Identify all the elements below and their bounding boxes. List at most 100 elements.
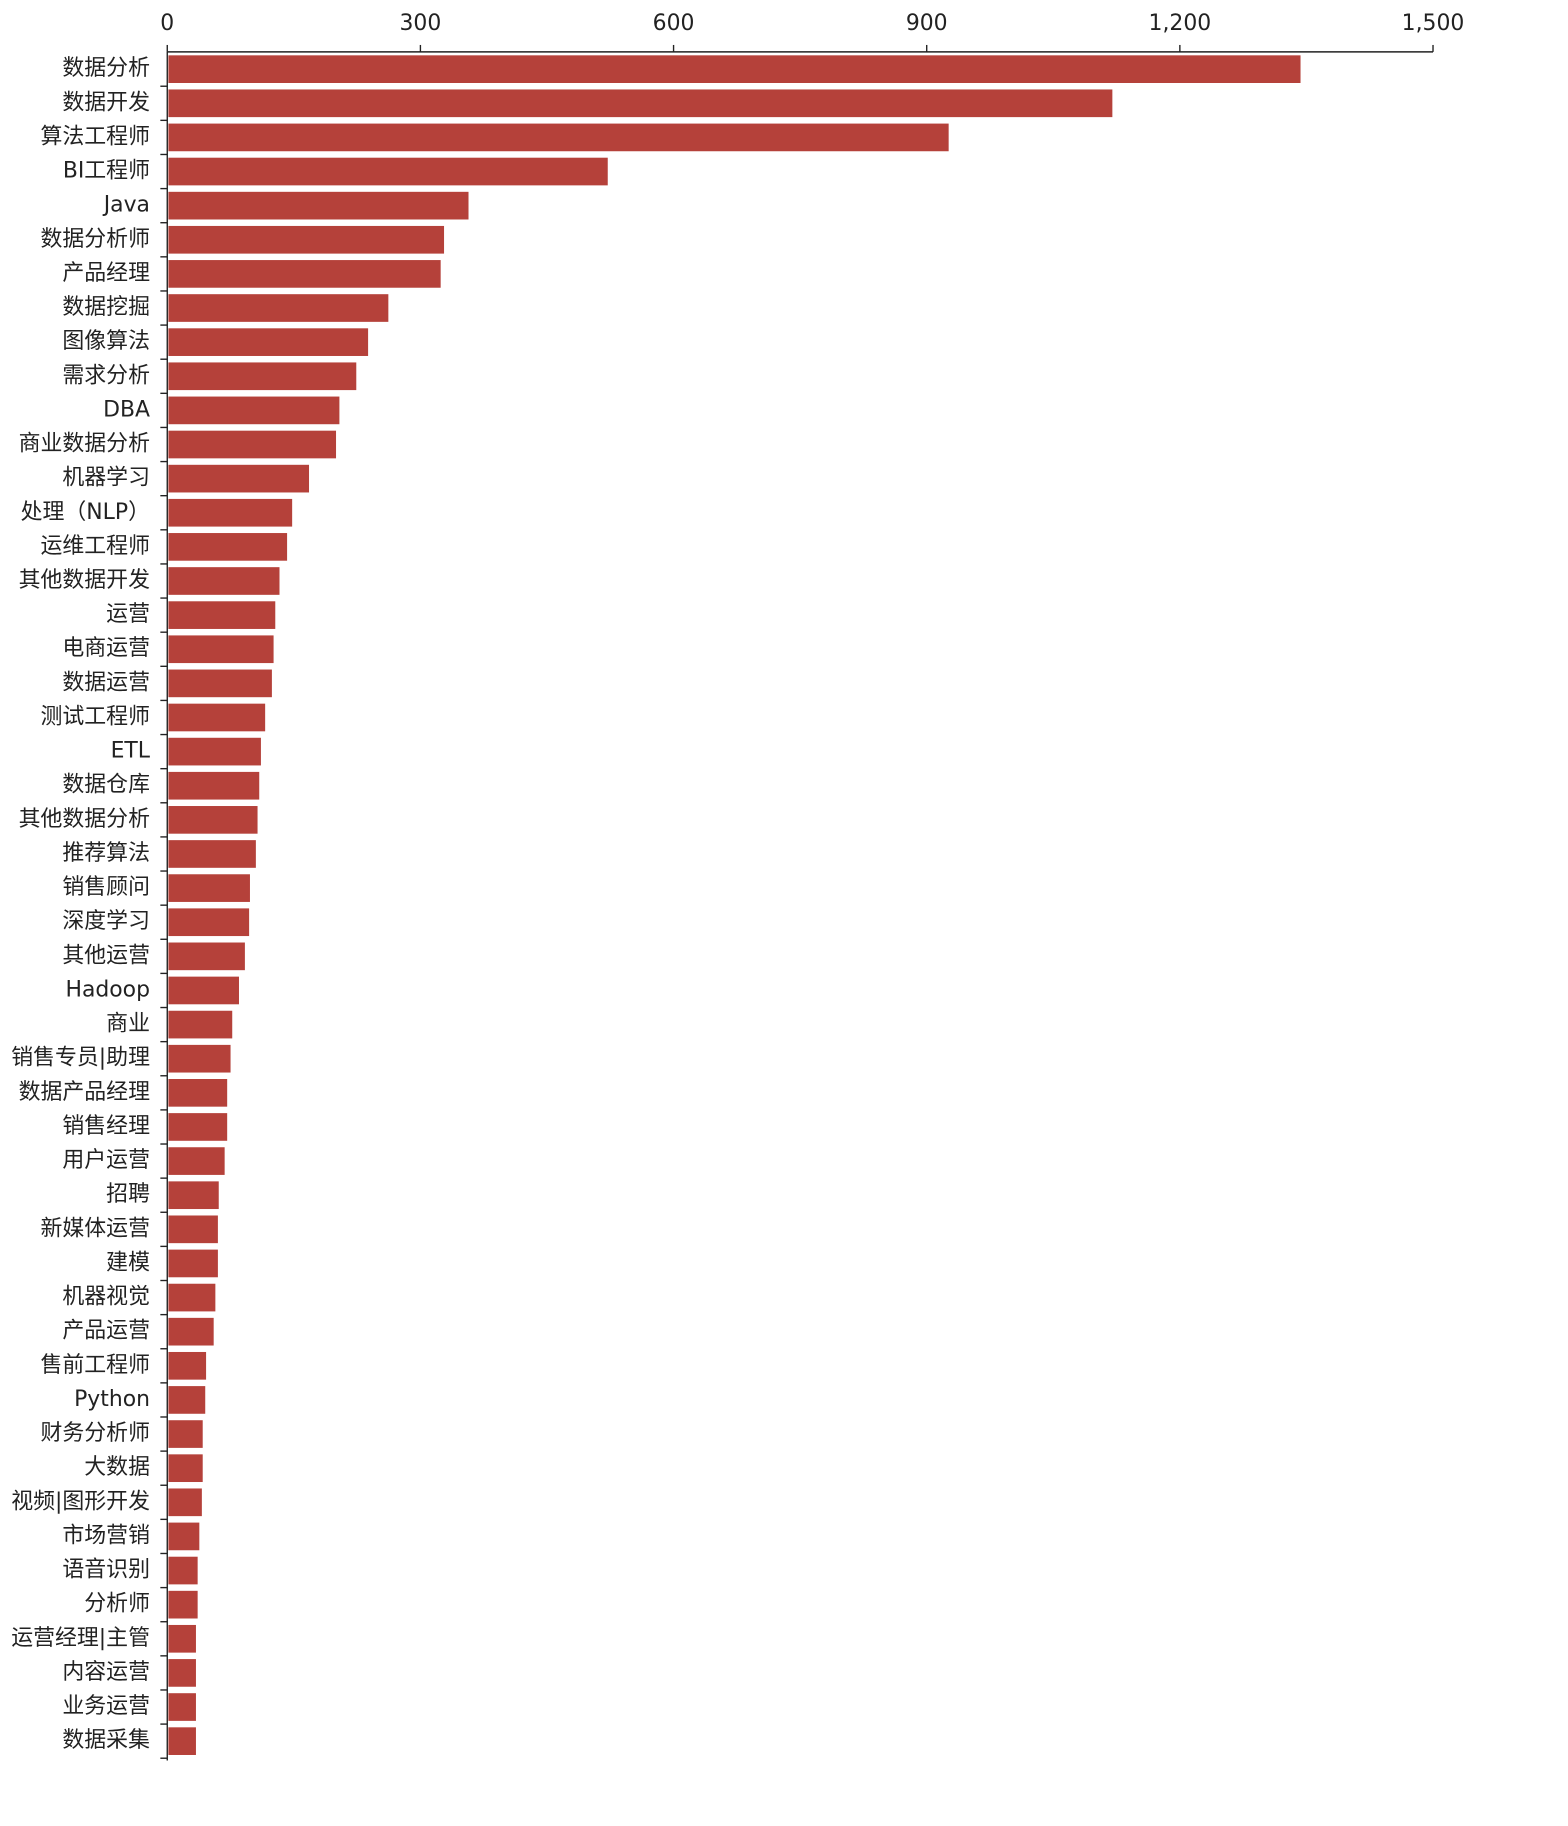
bar bbox=[168, 430, 337, 459]
bar bbox=[168, 260, 441, 288]
x-tick-label: 0 bbox=[160, 11, 174, 36]
y-tick-label: 数据运营 bbox=[62, 670, 150, 695]
y-tick-label: 运维工程师 bbox=[41, 534, 150, 559]
bar bbox=[168, 1317, 214, 1346]
bar bbox=[168, 567, 280, 595]
y-tick-label: 销售顾问 bbox=[62, 875, 150, 900]
bar bbox=[168, 396, 340, 425]
y-tick-label: 业务运营 bbox=[62, 1694, 150, 1719]
y-tick-label: 视频|图形开发 bbox=[11, 1489, 150, 1514]
bar bbox=[168, 737, 261, 766]
bar bbox=[168, 533, 288, 561]
bar bbox=[168, 1249, 218, 1278]
y-tick-label: ETL bbox=[111, 739, 151, 764]
bar bbox=[168, 1181, 219, 1210]
y-tick-label: 建模 bbox=[106, 1250, 150, 1275]
bar bbox=[168, 976, 239, 1005]
y-tick-label: 大数据 bbox=[84, 1455, 150, 1480]
y-tick-label: Hadoop bbox=[66, 977, 150, 1002]
bar bbox=[168, 1624, 196, 1653]
y-tick-label: 售前工程师 bbox=[41, 1353, 150, 1378]
bar bbox=[168, 1283, 216, 1312]
bar bbox=[168, 294, 389, 322]
bar bbox=[168, 1488, 202, 1517]
bar bbox=[168, 1079, 228, 1107]
y-tick-label: 图像算法 bbox=[62, 329, 150, 354]
y-tick-label: 产品经理 bbox=[62, 261, 150, 286]
bar bbox=[168, 1351, 207, 1380]
y-tick-label: 商业 bbox=[106, 1012, 150, 1037]
y-tick-label: 运营 bbox=[106, 602, 150, 627]
bar bbox=[168, 1556, 198, 1585]
bar bbox=[168, 464, 310, 493]
y-tick-label: Java bbox=[102, 193, 150, 218]
bar bbox=[168, 601, 276, 629]
y-tick-label: 机器学习 bbox=[62, 466, 150, 491]
bar bbox=[168, 1727, 196, 1755]
y-tick-label: 分析师 bbox=[84, 1592, 150, 1617]
bar bbox=[168, 635, 274, 664]
y-tick-label: 内容运营 bbox=[62, 1660, 150, 1685]
y-tick-label: 数据分析 bbox=[62, 56, 150, 81]
y-tick-label: 机器视觉 bbox=[62, 1285, 150, 1310]
y-tick-label: 其他数据开发 bbox=[19, 568, 150, 593]
bar bbox=[168, 1590, 198, 1619]
bar bbox=[168, 123, 949, 152]
bar bbox=[168, 703, 266, 732]
x-tick-label: 300 bbox=[400, 11, 442, 36]
bar bbox=[168, 498, 293, 527]
bar bbox=[168, 1147, 225, 1175]
bar bbox=[168, 1113, 228, 1141]
y-tick-label: 其他数据分析 bbox=[19, 807, 150, 832]
y-tick-label: 数据开发 bbox=[62, 90, 150, 115]
x-tick-label: 600 bbox=[653, 11, 695, 36]
x-tick-label: 1,500 bbox=[1402, 11, 1465, 36]
y-tick-label: 处理（NLP） bbox=[21, 500, 150, 525]
bar bbox=[168, 55, 1301, 83]
y-tick-label: DBA bbox=[103, 397, 150, 422]
bar bbox=[168, 1522, 200, 1551]
bar bbox=[168, 942, 245, 971]
y-tick-label: 销售专员|助理 bbox=[11, 1046, 150, 1071]
bar bbox=[168, 1386, 206, 1414]
y-tick-label: 算法工程师 bbox=[41, 124, 150, 149]
y-tick-label: 用户运营 bbox=[62, 1148, 150, 1173]
x-tick-label: 1,200 bbox=[1149, 11, 1212, 36]
bar bbox=[168, 1420, 203, 1448]
y-tick-label: 招聘 bbox=[106, 1182, 150, 1207]
y-tick-label: 产品运营 bbox=[62, 1319, 150, 1344]
bar bbox=[168, 1215, 218, 1244]
y-tick-label: 其他运营 bbox=[62, 943, 150, 968]
bar bbox=[168, 1454, 203, 1483]
bar bbox=[168, 89, 1113, 118]
bar bbox=[168, 1044, 231, 1073]
y-tick-label: 数据分析师 bbox=[41, 227, 150, 252]
y-tick-label: 数据产品经理 bbox=[19, 1080, 150, 1105]
bar bbox=[168, 225, 445, 254]
y-tick-label: 财务分析师 bbox=[41, 1421, 150, 1446]
y-tick-label: 运营经理|主管 bbox=[11, 1626, 150, 1651]
bar bbox=[168, 157, 608, 186]
bar bbox=[168, 840, 256, 868]
y-tick-label: 电商运营 bbox=[62, 636, 150, 661]
y-tick-label: 测试工程师 bbox=[41, 704, 150, 729]
bar bbox=[168, 874, 250, 902]
bar bbox=[168, 771, 260, 800]
bar bbox=[168, 1010, 233, 1039]
bar bbox=[168, 1659, 196, 1687]
y-tick-label: 语音识别 bbox=[62, 1558, 150, 1583]
y-tick-label: 数据仓库 bbox=[62, 773, 150, 798]
bar bbox=[168, 191, 469, 220]
y-tick-label: Python bbox=[74, 1387, 150, 1412]
y-tick-label: 推荐算法 bbox=[62, 841, 150, 866]
bar bbox=[168, 806, 258, 834]
y-tick-label: 数据挖掘 bbox=[62, 295, 150, 320]
y-tick-label: 新媒体运营 bbox=[41, 1216, 150, 1241]
bar bbox=[168, 1693, 196, 1721]
y-tick-label: 商业数据分析 bbox=[19, 432, 150, 457]
y-tick-label: 数据采集 bbox=[62, 1728, 150, 1753]
bar bbox=[168, 328, 369, 356]
x-tick-label: 900 bbox=[906, 11, 948, 36]
